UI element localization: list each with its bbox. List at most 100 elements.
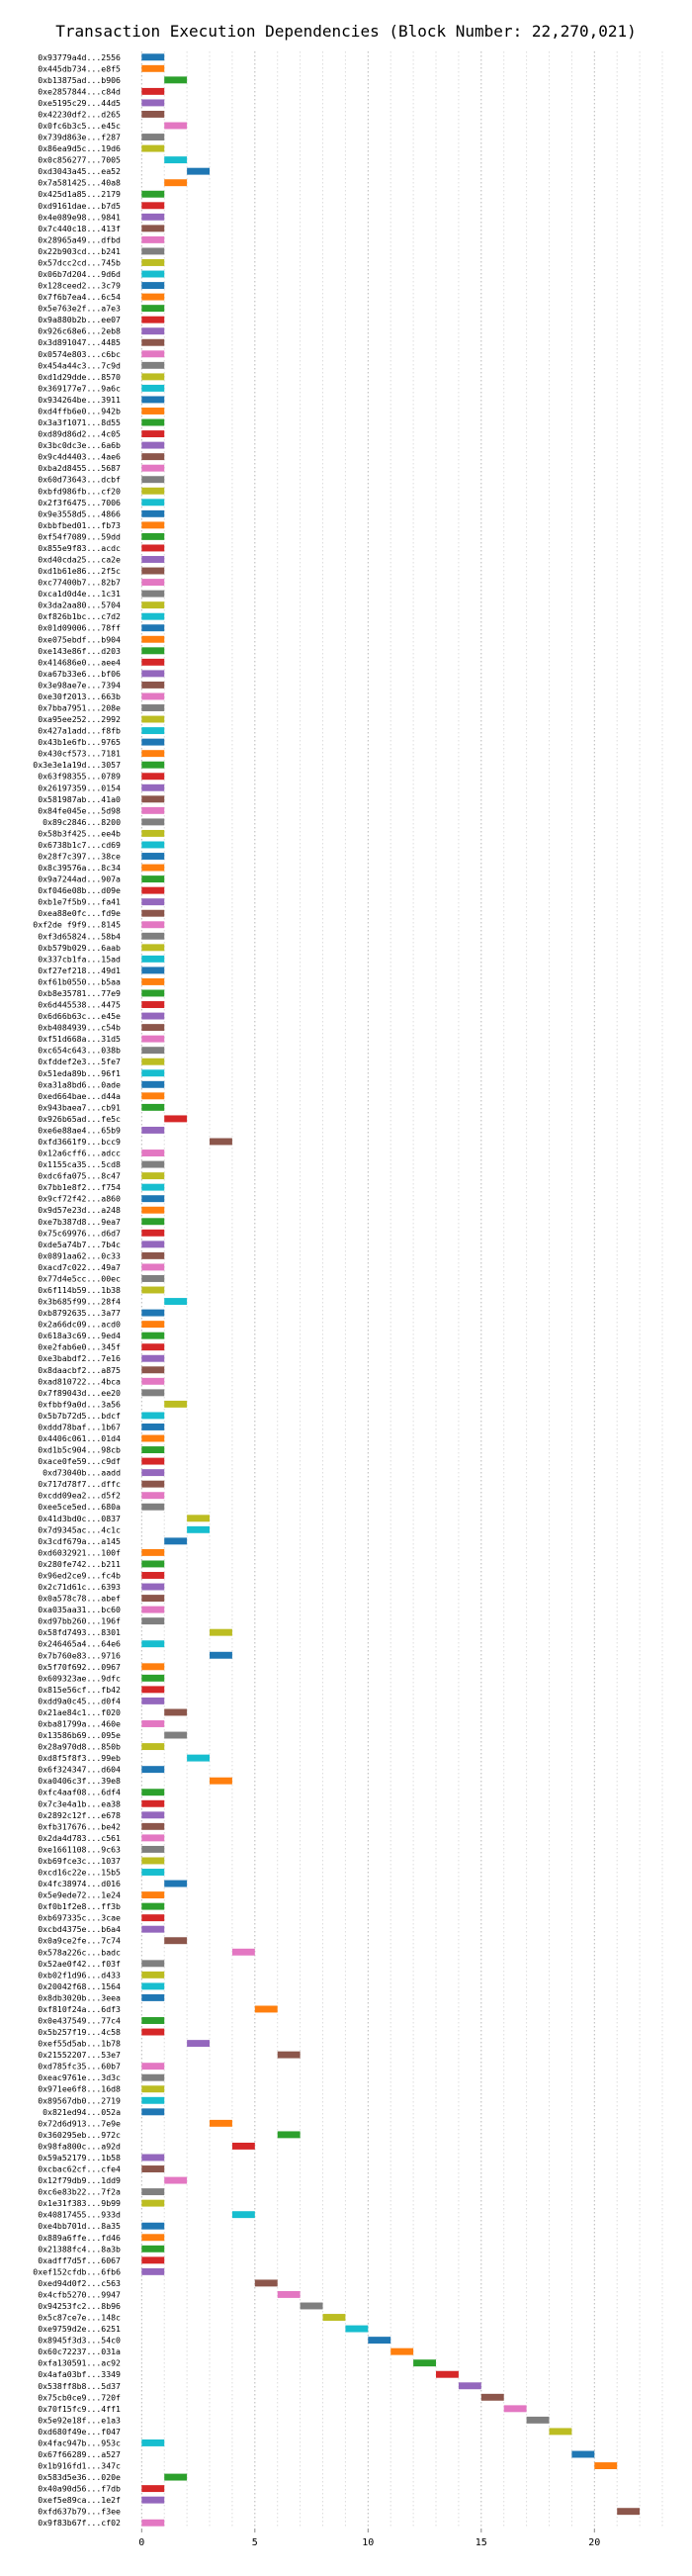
transaction-bar (141, 1103, 165, 1111)
y-tick-label: 0x739d863e...f287 (38, 133, 121, 142)
transaction-bar (141, 487, 165, 495)
y-tick-label: 0x1b916fd1...347c (38, 2461, 121, 2471)
transaction-bar (277, 2131, 301, 2139)
transaction-bar (141, 1274, 165, 1282)
y-tick-label: 0x6f324347...d604 (38, 1765, 121, 1775)
y-tick-label: 0x13586b69...095e (38, 1730, 121, 1740)
y-tick-label: 0xd1d29dde...8570 (38, 372, 121, 382)
y-tick-label: 0xed664bae...d44a (38, 1091, 121, 1101)
y-tick-label: 0x4406c061...01d4 (38, 1433, 121, 1443)
y-tick-label: 0xd8f5f8f3...99eb (38, 1753, 121, 1763)
y-tick-label: 0xd9161dae...b7d5 (38, 201, 121, 211)
y-tick-label: 0xe2857844...c84d (38, 86, 121, 96)
y-tick-label: 0xef152cfdb...6fb6 (33, 2266, 121, 2276)
y-tick-label: 0xe7b387d8...9ea7 (38, 1217, 121, 1227)
y-tick-label: 0xd6032921...100f (38, 1547, 121, 1557)
transaction-bar (141, 1251, 165, 1259)
transaction-bar (141, 1047, 165, 1055)
transaction-bar (141, 2519, 165, 2527)
y-tick-label: 0xe2fab6e0...345f (38, 1342, 121, 1352)
transaction-bar (141, 225, 165, 232)
transaction-bar (141, 270, 165, 278)
transaction-bar (436, 2370, 459, 2378)
y-tick-label: 0xe1661108...9c63 (38, 1844, 121, 1854)
transaction-bar (141, 761, 165, 769)
transaction-bar (141, 601, 165, 609)
transaction-bar (141, 1241, 165, 1248)
y-tick-label: 0xee5ce5ed...680a (38, 1502, 121, 1512)
y-tick-label: 0x51eda89b...96f1 (38, 1068, 121, 1078)
transaction-bar (141, 1069, 165, 1077)
y-tick-label: 0x75c69976...d6d7 (38, 1228, 121, 1238)
transaction-bar (141, 544, 165, 552)
transaction-bar (141, 1902, 165, 1910)
y-tick-label: 0x57dcc2cd...745b (38, 257, 121, 267)
y-tick-label: 0xe3babdf2...7e16 (38, 1353, 121, 1363)
y-tick-label: 0xe4bb701d...8a35 (38, 2221, 121, 2231)
y-tick-label: 0x0891aa62...0c33 (38, 1250, 121, 1260)
y-tick-label: 0x6d445538...4475 (38, 1000, 121, 1010)
y-tick-label: 0x280fe742...b211 (38, 1559, 121, 1569)
chart-title: Transaction Execution Dependencies (Bloc… (55, 22, 637, 41)
transaction-bar (141, 1001, 165, 1008)
transaction-bar (141, 579, 165, 587)
transaction-bar (141, 966, 165, 974)
transaction-bar (210, 1651, 232, 1659)
y-tick-label: 0x6738b1c7...cd69 (38, 840, 121, 850)
transaction-bar (141, 1560, 165, 1568)
transaction-bar (210, 1777, 232, 1785)
y-tick-label: 0xca1d0d4e...1c31 (38, 589, 121, 598)
y-tick-label: 0x889a6ffe...fd46 (38, 2233, 121, 2243)
y-tick-label: 0xf3d65824...58b4 (38, 931, 121, 941)
transaction-bar (141, 898, 165, 906)
transaction-bar (141, 384, 165, 392)
transaction-bar (141, 1743, 165, 1751)
y-tick-label: 0xd680f49e...f047 (38, 2427, 121, 2437)
transaction-bar (141, 1035, 165, 1043)
transaction-bar (141, 430, 165, 438)
transaction-bar (617, 2508, 641, 2516)
y-tick-label: 0x538ff8b8...5d37 (38, 2381, 121, 2391)
y-tick-label: 0x28f7c397...38ce (38, 852, 121, 862)
transaction-bar (141, 259, 165, 266)
y-tick-label: 0x9f83b67f...cf02 (38, 2518, 121, 2528)
transaction-bar (141, 1389, 165, 1397)
transaction-bar (254, 2279, 278, 2287)
transaction-bar (141, 350, 165, 358)
transaction-bar (141, 282, 165, 290)
transaction-bar (187, 167, 211, 175)
transaction-bar (141, 647, 165, 655)
y-tick-label: 0x7f89043d...ee20 (38, 1388, 121, 1398)
y-tick-label: 0x89567db0...2719 (38, 2095, 121, 2105)
x-tick-label: 10 (362, 2537, 374, 2548)
transaction-bar (141, 1321, 165, 1329)
y-tick-label: 0x578a226c...badc (38, 1947, 121, 1957)
transaction-bar (141, 1229, 165, 1237)
transaction-bar (164, 2176, 188, 2184)
transaction-bar (254, 2005, 278, 2013)
transaction-bar (164, 1708, 188, 1716)
transaction-bar (141, 1412, 165, 1420)
y-tick-label: 0xef55d5ab...1b78 (38, 2039, 121, 2049)
transaction-bar (141, 1548, 165, 1556)
transaction-bar (141, 144, 165, 152)
y-tick-label: 0x815e56cf...fb42 (38, 1685, 121, 1695)
transaction-bar (141, 1583, 165, 1591)
y-tick-label: 0x7c440c18...413f (38, 224, 121, 233)
transaction-bar (141, 2063, 165, 2070)
transaction-bar (141, 464, 165, 472)
transaction-bar (141, 624, 165, 632)
y-tick-label: 0xf54f7089...59dd (38, 531, 121, 541)
y-tick-label: 0x01d09006...78ff (38, 623, 121, 633)
y-tick-label: 0x20042f68...1564 (38, 1981, 121, 1991)
transaction-bar (141, 1891, 165, 1899)
transaction-bar (141, 1012, 165, 1020)
y-tick-label: 0x971ee6f8...16d8 (38, 2084, 121, 2094)
y-tick-label: 0x7a581425...40a8 (38, 178, 121, 188)
y-tick-label: 0x12f79db9...1dd9 (38, 2175, 121, 2185)
transaction-bar (141, 2222, 165, 2230)
transaction-bar (277, 2290, 301, 2298)
y-tick-label: 0x89c2846...8200 (43, 817, 121, 827)
transaction-bar (141, 2245, 165, 2253)
transaction-bar (164, 156, 188, 164)
